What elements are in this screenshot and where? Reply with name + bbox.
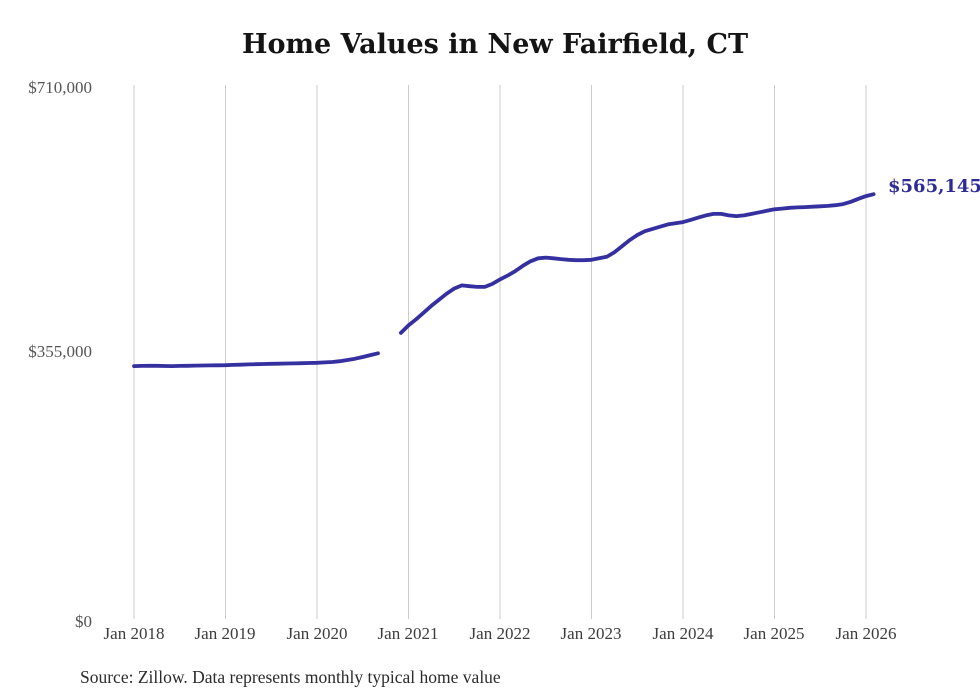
home-value-line [132, 192, 876, 368]
source-note: Source: Zillow. Data represents monthly … [80, 667, 501, 687]
x-axis-label-2021: Jan 2021 [377, 624, 439, 643]
y-axis-label-zero: $0 [75, 612, 92, 631]
x-axis-label-2019: Jan 2019 [194, 624, 256, 643]
y-axis-label-top: $710,000 [28, 78, 92, 97]
x-axis-label-2020: Jan 2020 [286, 624, 348, 643]
latest-value-label: $565,145 [888, 176, 980, 197]
home-value-line-series [132, 192, 876, 368]
x-axis-label-2022: Jan 2022 [469, 624, 531, 643]
chart-title: Home Values in New Fairfield, CT [241, 29, 749, 60]
y-axis-label-middle: $355,000 [28, 342, 92, 361]
x-axis-label-2024: Jan 2024 [652, 624, 714, 643]
x-axis-label-2018: Jan 2018 [103, 624, 165, 643]
x-axis-label-2026: Jan 2026 [835, 624, 897, 643]
gridlines [133, 85, 867, 619]
x-axis-label-2023: Jan 2023 [560, 624, 622, 643]
x-axis-label-2025: Jan 2025 [743, 624, 805, 643]
